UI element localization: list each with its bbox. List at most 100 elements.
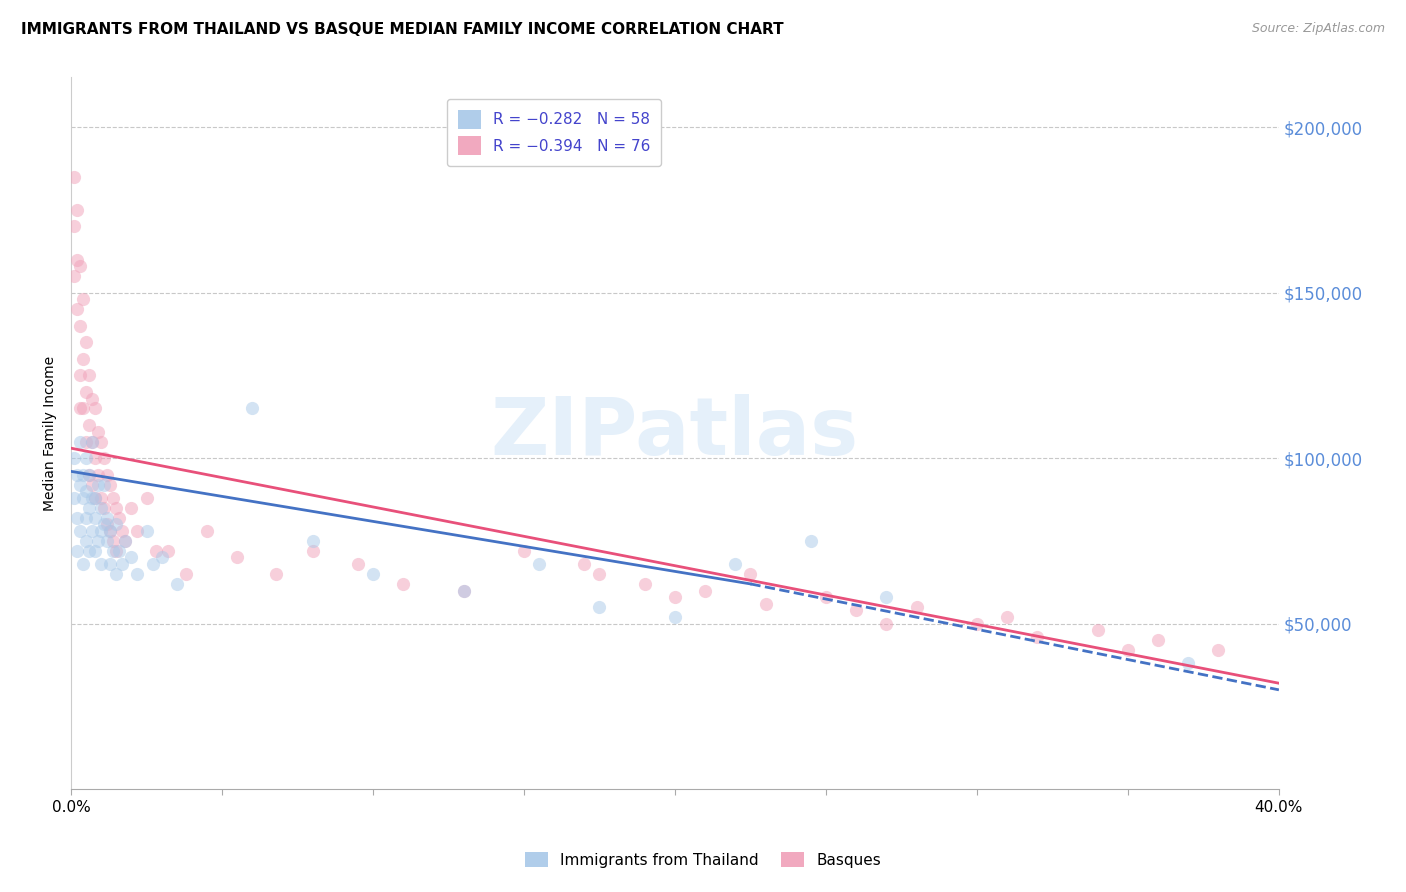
- Point: [66, 302, 89, 317]
- Point: [90, 500, 112, 515]
- Point: [69, 259, 91, 273]
- Point: [664, 610, 686, 624]
- Point: [800, 533, 823, 548]
- Point: [87, 425, 110, 439]
- Point: [75, 451, 97, 466]
- Point: [695, 583, 717, 598]
- Point: [96, 510, 118, 524]
- Point: [66, 510, 89, 524]
- Point: [845, 603, 868, 617]
- Point: [105, 566, 128, 581]
- Point: [93, 517, 115, 532]
- Point: [1147, 633, 1170, 648]
- Point: [98, 524, 121, 538]
- Point: [77, 467, 100, 482]
- Point: [111, 557, 134, 571]
- Point: [82, 392, 104, 406]
- Point: [63, 451, 86, 466]
- Point: [111, 524, 134, 538]
- Point: [453, 583, 475, 598]
- Point: [77, 500, 100, 515]
- Point: [995, 610, 1018, 624]
- Point: [664, 590, 686, 604]
- Point: [93, 477, 115, 491]
- Point: [93, 451, 115, 466]
- Point: [84, 543, 107, 558]
- Point: [84, 401, 107, 416]
- Point: [77, 417, 100, 432]
- Point: [875, 590, 897, 604]
- Point: [96, 467, 118, 482]
- Point: [105, 517, 128, 532]
- Point: [66, 202, 89, 217]
- Point: [195, 524, 218, 538]
- Point: [98, 524, 121, 538]
- Point: [527, 557, 550, 571]
- Point: [1026, 630, 1049, 644]
- Point: [226, 550, 249, 565]
- Point: [87, 477, 110, 491]
- Point: [96, 533, 118, 548]
- Point: [103, 491, 125, 505]
- Point: [87, 533, 110, 548]
- Point: [69, 368, 91, 383]
- Point: [75, 510, 97, 524]
- Point: [75, 384, 97, 399]
- Point: [90, 434, 112, 449]
- Point: [63, 169, 86, 184]
- Point: [453, 583, 475, 598]
- Point: [72, 292, 94, 306]
- Point: [84, 510, 107, 524]
- Legend: R = −0.282   N = 58, R = −0.394   N = 76: R = −0.282 N = 58, R = −0.394 N = 76: [447, 99, 661, 166]
- Point: [240, 401, 263, 416]
- Y-axis label: Median Family Income: Median Family Income: [44, 356, 58, 511]
- Point: [72, 401, 94, 416]
- Point: [135, 524, 157, 538]
- Point: [98, 557, 121, 571]
- Point: [754, 597, 776, 611]
- Point: [174, 566, 197, 581]
- Point: [69, 318, 91, 333]
- Point: [82, 491, 104, 505]
- Point: [90, 524, 112, 538]
- Text: IMMIGRANTS FROM THAILAND VS BASQUE MEDIAN FAMILY INCOME CORRELATION CHART: IMMIGRANTS FROM THAILAND VS BASQUE MEDIA…: [21, 22, 783, 37]
- Point: [166, 577, 188, 591]
- Point: [127, 524, 149, 538]
- Point: [120, 550, 142, 565]
- Point: [127, 566, 149, 581]
- Point: [84, 491, 107, 505]
- Point: [72, 351, 94, 366]
- Point: [392, 577, 415, 591]
- Point: [588, 600, 610, 615]
- Point: [103, 543, 125, 558]
- Point: [75, 434, 97, 449]
- Point: [82, 434, 104, 449]
- Point: [72, 491, 94, 505]
- Point: [72, 467, 94, 482]
- Point: [75, 533, 97, 548]
- Point: [93, 500, 115, 515]
- Point: [66, 467, 89, 482]
- Point: [588, 566, 610, 581]
- Point: [87, 467, 110, 482]
- Point: [966, 616, 988, 631]
- Point: [1087, 624, 1109, 638]
- Point: [77, 467, 100, 482]
- Point: [740, 566, 762, 581]
- Text: ZIPatlas: ZIPatlas: [491, 394, 859, 472]
- Text: Source: ZipAtlas.com: Source: ZipAtlas.com: [1251, 22, 1385, 36]
- Point: [1116, 643, 1139, 657]
- Point: [114, 533, 136, 548]
- Point: [150, 550, 173, 565]
- Point: [77, 543, 100, 558]
- Point: [82, 434, 104, 449]
- Point: [66, 252, 89, 267]
- Point: [120, 500, 142, 515]
- Point: [103, 533, 125, 548]
- Point: [63, 491, 86, 505]
- Point: [82, 477, 104, 491]
- Point: [69, 434, 91, 449]
- Point: [108, 510, 131, 524]
- Point: [1208, 643, 1230, 657]
- Point: [69, 401, 91, 416]
